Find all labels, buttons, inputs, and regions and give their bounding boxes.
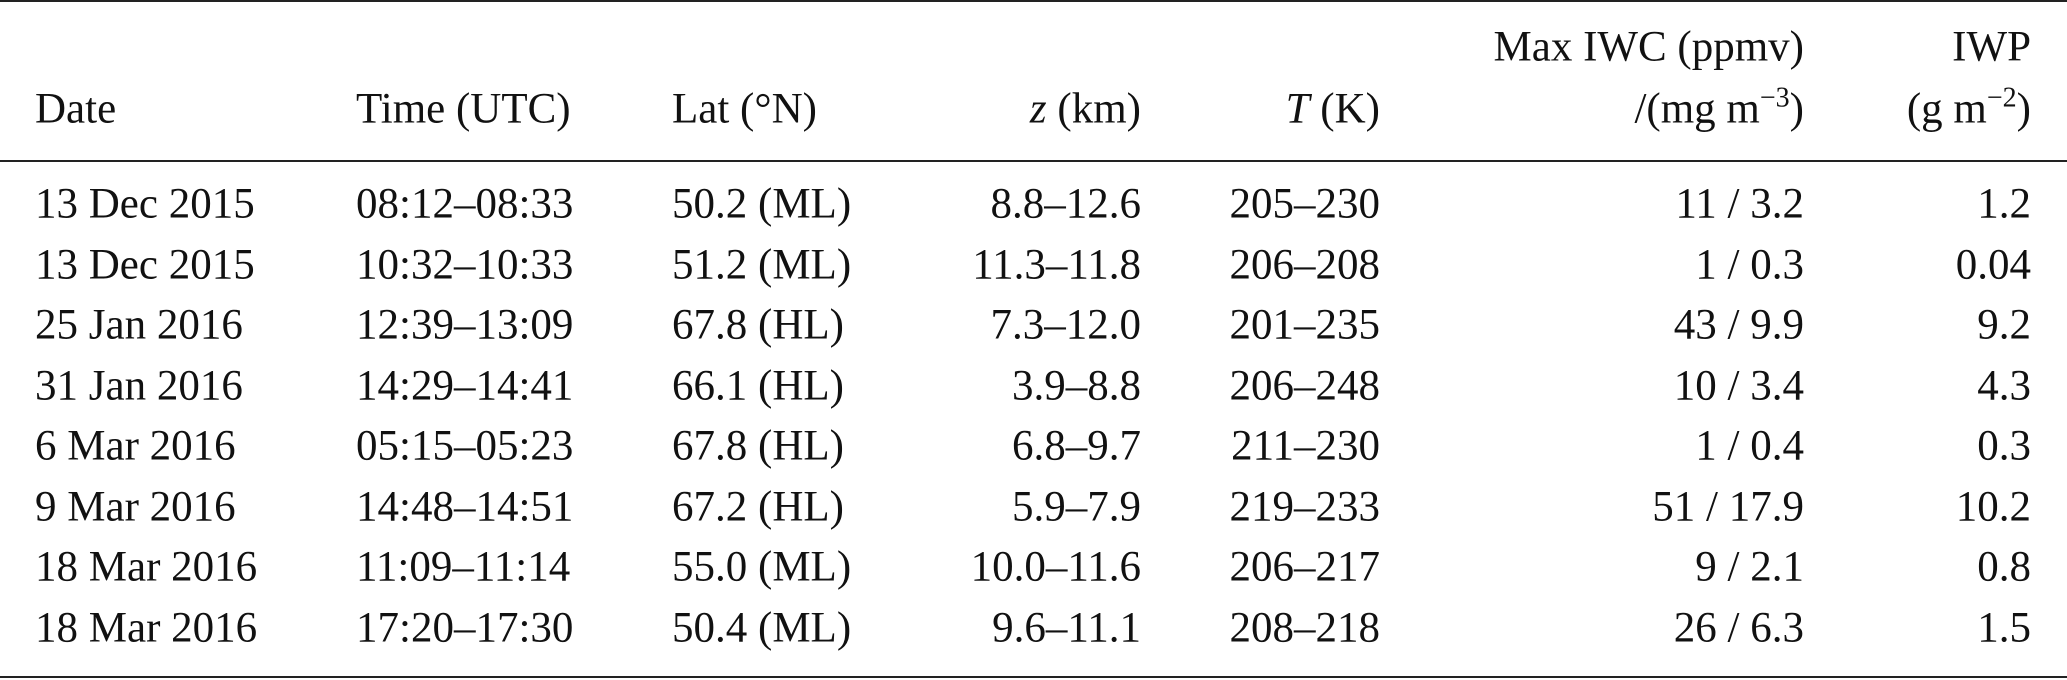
- table-cell: 206–217: [1229, 543, 1381, 591]
- table-cell: 1 / 0.4: [1695, 422, 1804, 470]
- header-cell: Max IWC (ppmv): [1494, 26, 1805, 69]
- table-cell: 51.2 (ML): [672, 241, 852, 288]
- table-cell: 50.2 (ML): [672, 180, 852, 228]
- table-cell: 9 / 2.1: [1695, 543, 1804, 591]
- bottom-rule: [0, 676, 2067, 678]
- table-cell: 9.6–11.1: [992, 604, 1141, 651]
- table-cell: 25 Jan 2016: [35, 301, 243, 349]
- header-text: Time (UTC): [356, 85, 571, 133]
- table-cell: 43 / 9.9: [1673, 301, 1804, 349]
- table-cell: 13 Dec 2015: [35, 180, 255, 228]
- table-cell: 205–230: [1229, 180, 1381, 228]
- header-cell: T (K): [1286, 88, 1380, 131]
- header-rule: [0, 160, 2067, 162]
- table-cell: 0.04: [1955, 241, 2031, 288]
- table-cell: 66.1 (HL): [672, 362, 844, 409]
- header-cell: Time (UTC): [356, 88, 571, 131]
- table-cell: 50.4 (ML): [672, 604, 852, 651]
- table-cell: 8.8–12.6: [990, 180, 1142, 228]
- table-cell: 31 Jan 2016: [35, 362, 243, 409]
- header-cell: /(mg m−3): [1634, 84, 1804, 133]
- header-cell: z (km): [1030, 88, 1141, 131]
- table-cell: 10.2: [1955, 483, 2031, 530]
- header-text: /(mg m: [1634, 85, 1760, 133]
- header-text: −3: [1759, 82, 1790, 114]
- table-cell: 0.3: [1977, 422, 2031, 470]
- table-cell: 11.3–11.8: [972, 241, 1141, 288]
- header-cell: IWP: [1952, 26, 2031, 69]
- table-cell: 1.5: [1977, 604, 2031, 651]
- table-cell: 7.3–12.0: [990, 301, 1142, 349]
- header-text: T: [1285, 85, 1310, 133]
- table-cell: 13 Dec 2015: [35, 241, 255, 288]
- header-text: −2: [1986, 82, 2017, 114]
- table-cell: 1 / 0.3: [1695, 241, 1804, 288]
- header-text: Lat (°N): [672, 85, 817, 133]
- table-cell: 211–230: [1231, 422, 1380, 470]
- header-text: Max IWC (ppmv): [1493, 23, 1805, 71]
- header-text: (K): [1309, 85, 1380, 133]
- table-cell: 08:12–08:33: [356, 180, 574, 228]
- table-cell: 12:39–13:09: [356, 301, 574, 349]
- top-rule: [0, 0, 2067, 2]
- header-text: IWP: [1952, 23, 2031, 71]
- table-cell: 219–233: [1229, 483, 1381, 530]
- header-cell: Date: [35, 88, 116, 131]
- table-cell: 206–208: [1229, 241, 1381, 288]
- table-cell: 05:15–05:23: [356, 422, 574, 470]
- table-cell: 67.8 (HL): [672, 301, 844, 349]
- table-cell: 6 Mar 2016: [35, 422, 236, 470]
- header-text: z: [1029, 85, 1047, 133]
- table-cell: 18 Mar 2016: [35, 604, 258, 651]
- table-cell: 4.3: [1977, 362, 2031, 409]
- table-cell: 3.9–8.8: [1012, 362, 1141, 409]
- table-cell: 206–248: [1229, 362, 1381, 409]
- header-text: (km): [1046, 85, 1141, 133]
- header-text: ): [1789, 85, 1804, 133]
- table-cell: 208–218: [1229, 604, 1381, 651]
- table-cell: 14:29–14:41: [356, 362, 574, 409]
- table-cell: 0.8: [1977, 543, 2031, 591]
- table-cell: 9 Mar 2016: [35, 483, 236, 530]
- table-cell: 11 / 3.2: [1675, 180, 1804, 228]
- table-cell: 1.2: [1977, 180, 2031, 228]
- table-cell: 14:48–14:51: [356, 483, 574, 530]
- table-cell: 67.2 (HL): [672, 483, 844, 530]
- table-cell: 6.8–9.7: [1012, 422, 1141, 470]
- table-cell: 55.0 (ML): [672, 543, 852, 591]
- table-cell: 17:20–17:30: [356, 604, 574, 651]
- table-cell: 26 / 6.3: [1673, 604, 1804, 651]
- table-cell: 5.9–7.9: [1012, 483, 1141, 530]
- table-cell: 10 / 3.4: [1673, 362, 1804, 409]
- header-text: ): [2016, 85, 2031, 133]
- header-text: (g m: [1906, 85, 1987, 133]
- table-cell: 18 Mar 2016: [35, 543, 258, 591]
- table-cell: 201–235: [1229, 301, 1381, 349]
- header-text: Date: [35, 85, 117, 133]
- table-cell: 10:32–10:33: [356, 241, 574, 288]
- table-cell: 51 / 17.9: [1652, 483, 1804, 530]
- table-cell: 67.8 (HL): [672, 422, 844, 470]
- table-cell: 9.2: [1977, 301, 2031, 349]
- header-cell: Lat (°N): [672, 88, 817, 131]
- table-cell: 11:09–11:14: [356, 543, 571, 591]
- header-cell: (g m−2): [1906, 84, 2031, 133]
- table-cell: 10.0–11.6: [970, 543, 1141, 591]
